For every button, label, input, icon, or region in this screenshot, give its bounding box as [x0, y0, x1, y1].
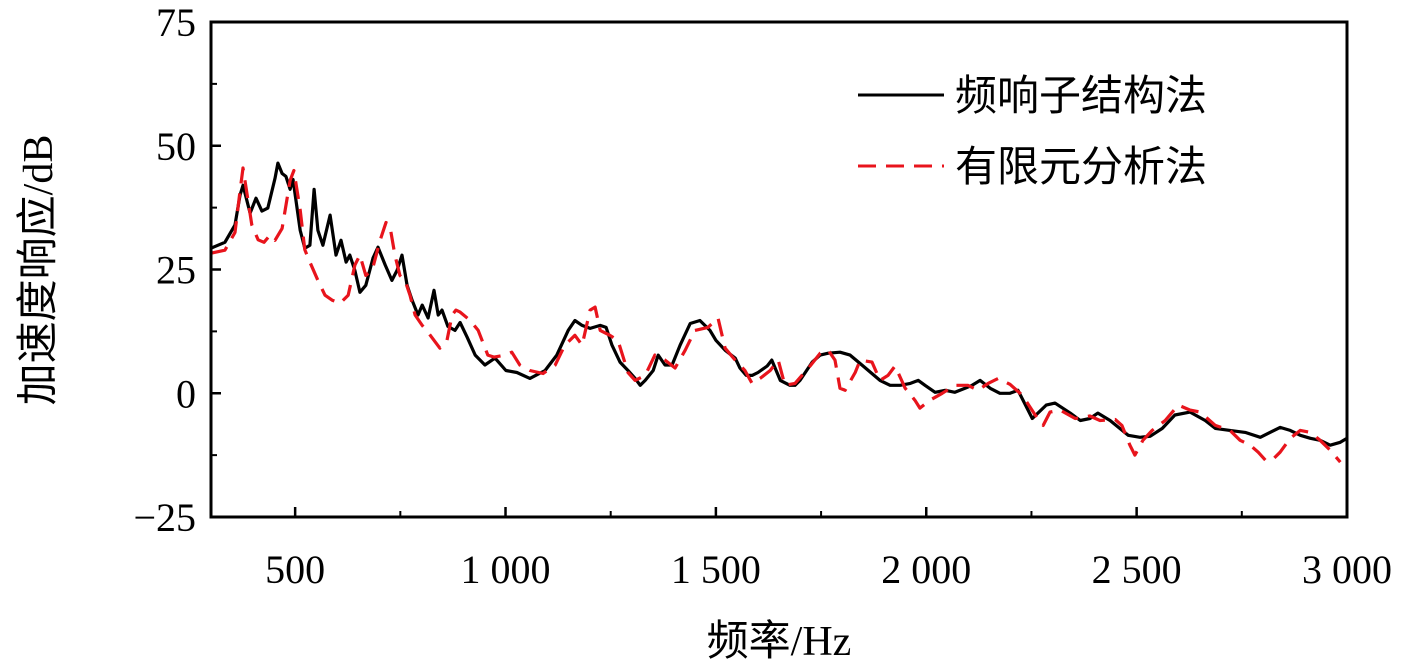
plot-frame — [209, 20, 1349, 519]
x-tick-label: 2 500 — [1092, 547, 1182, 592]
series-layer — [210, 161, 1348, 464]
x-axis-label: 频率/Hz — [707, 618, 852, 665]
legend-label-1: 有限元分析法 — [955, 145, 1207, 191]
series-line-0 — [210, 161, 1348, 447]
legend: 频响子结构法 有限元分析法 — [858, 74, 1207, 191]
y-tick-label: 75 — [156, 0, 196, 45]
series-line-1 — [210, 166, 1342, 464]
ticks-layer: −25 0 25 50 75 500 1 000 1 500 2 000 2 500 3 000 — [133, 0, 1392, 592]
legend-label-0: 频响子结构法 — [955, 74, 1207, 120]
y-tick-label: 50 — [156, 124, 196, 169]
y-axis-label: 加速度响应/dB — [15, 135, 62, 406]
y-tick-label: 25 — [156, 248, 196, 293]
x-tick-label: 1 500 — [671, 547, 761, 592]
y-tick-label: −25 — [133, 495, 196, 540]
x-tick-label: 2 000 — [881, 547, 971, 592]
x-tick-label: 1 000 — [461, 547, 551, 592]
y-tick-label: 0 — [176, 371, 196, 416]
x-tick-label: 500 — [265, 547, 325, 592]
x-tick-label: 3 000 — [1302, 547, 1392, 592]
